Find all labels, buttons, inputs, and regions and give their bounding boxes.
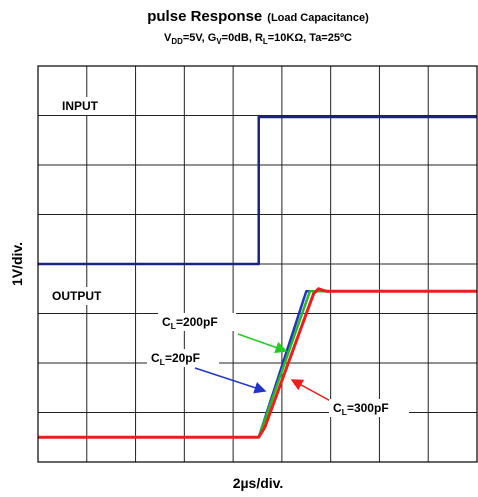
subscript: V [216,37,222,46]
label-background [48,287,118,305]
label-background [147,349,219,367]
text-part: =200pF [176,315,218,329]
subscript: L [160,357,165,367]
text-part: =20pF [165,351,200,365]
y-axis-label: 1V/div. [9,242,25,286]
arrow [194,367,267,394]
subscript: L [342,407,347,417]
text-part: =10KΩ, Ta=25ºC [268,32,352,44]
annotation: INPUT [62,99,99,113]
subscript: L [171,321,176,331]
series-line [38,115,477,266]
plot-frame [37,65,478,463]
chart-title: pulse Response (Load Capacitance) [147,8,369,25]
text-part: =0dB, R [222,32,263,44]
label-background [58,97,114,115]
x-axis-label: 2µs/div. [233,475,284,491]
label-background [158,313,236,331]
subscript: DD [171,37,183,46]
text-part: =300pF [347,401,389,415]
subscript: L [263,37,268,46]
arrow [237,333,288,354]
text-part: V [164,32,172,44]
text-part: C [162,315,171,329]
chart-subtitle: VDD=5V, GV=0dB, RL=10KΩ, Ta=25ºC [164,32,352,46]
text-part: OUTPUT [52,289,102,303]
annotation: CL=20pF [151,351,200,367]
text-part: C [151,351,160,365]
text-part: =5V, G [183,32,217,44]
annotation: CL=200pF [162,315,218,331]
label-background [329,399,409,417]
annotation: CL=300pF [333,401,389,417]
text-part: C [333,401,342,415]
annotation: OUTPUT [52,289,102,303]
text-part: INPUT [62,99,99,113]
title-main: pulse Response [147,8,262,25]
series-line [38,287,477,439]
arrow [290,379,337,405]
lines [38,115,477,439]
title-note: (Load Capacitance) [267,12,369,24]
